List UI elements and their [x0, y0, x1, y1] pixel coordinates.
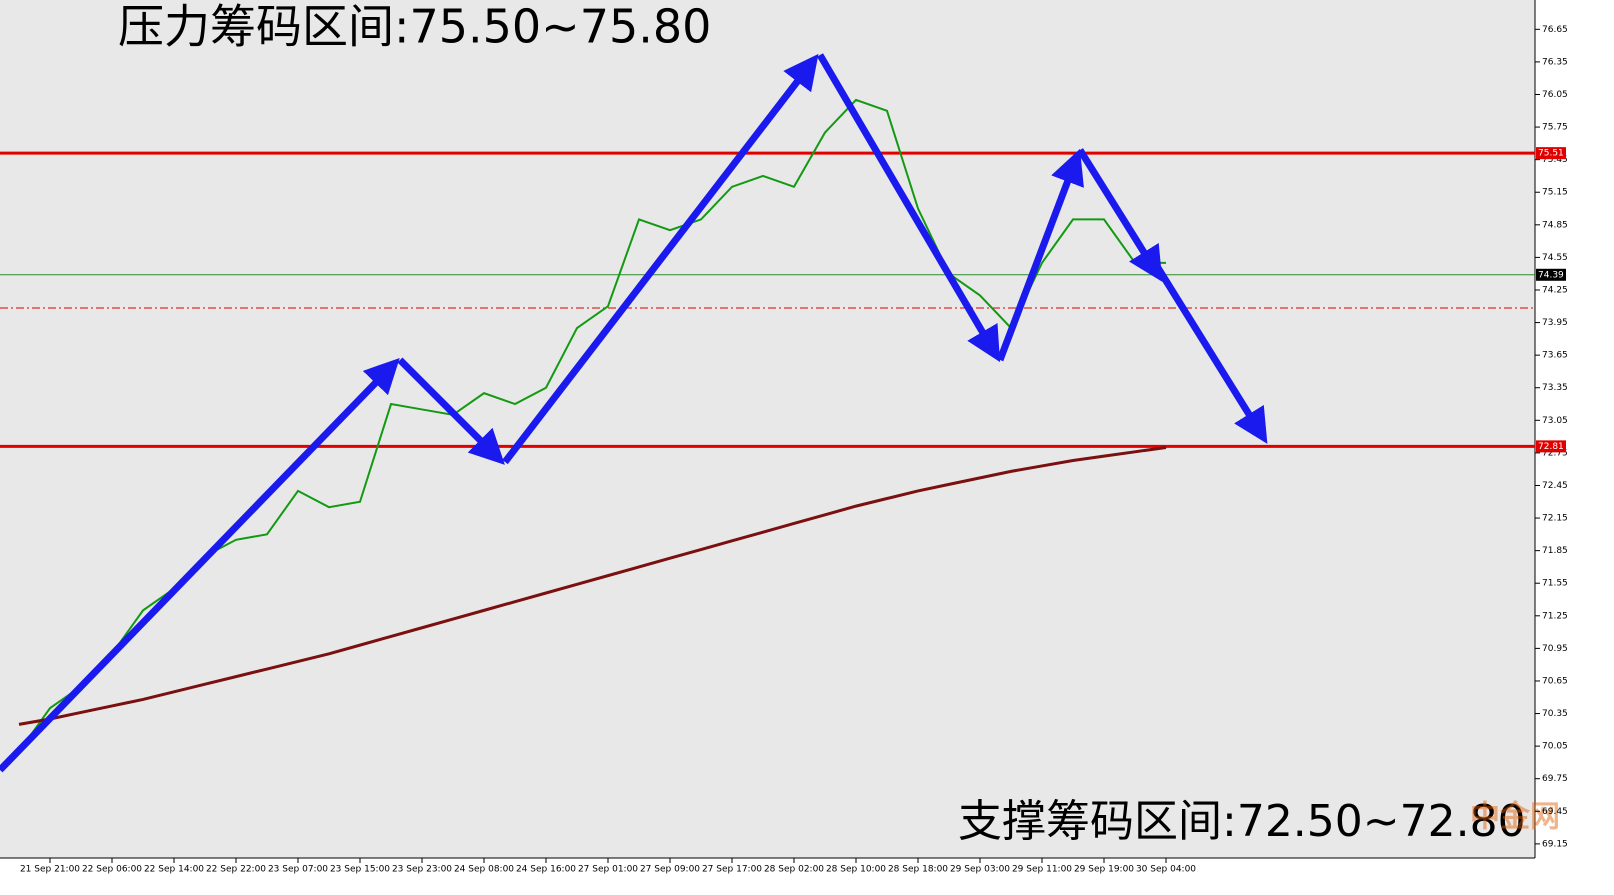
x-tick-label: 23 Sep 23:00	[392, 865, 452, 875]
x-tick-label: 22 Sep 06:00	[82, 865, 142, 875]
y-tick-label: 69.75	[1542, 774, 1568, 784]
time-axis	[0, 858, 1535, 891]
chart-title: 压力筹码区间:75.50~75.80	[118, 0, 711, 54]
x-tick-label: 22 Sep 14:00	[144, 865, 204, 875]
x-tick-label: 30 Sep 04:00	[1136, 865, 1196, 875]
y-tick-label: 76.65	[1542, 25, 1568, 35]
x-tick-label: 24 Sep 08:00	[454, 865, 514, 875]
price-tag: 74.39	[1538, 270, 1564, 280]
x-tick-label: 23 Sep 07:00	[268, 865, 328, 875]
arrow	[1077, 148, 1163, 282]
x-tick-label: 21 Sep 21:00	[20, 865, 80, 875]
y-tick-label: 69.45	[1542, 807, 1568, 817]
arrow	[397, 357, 505, 465]
y-tick-label: 70.95	[1542, 644, 1568, 654]
arrow	[502, 53, 819, 465]
x-tick-label: 28 Sep 02:00	[764, 865, 824, 875]
price-line	[18, 445, 1167, 726]
arrow	[816, 53, 1001, 363]
trend-arrows	[0, 53, 1268, 773]
plot-area	[0, 0, 1535, 858]
y-tick-label: 76.35	[1542, 57, 1568, 67]
x-tick-label: 28 Sep 18:00	[888, 865, 948, 875]
arrow	[996, 148, 1084, 362]
y-tick-label: 76.05	[1542, 90, 1568, 100]
x-tick-label: 23 Sep 15:00	[330, 865, 390, 875]
x-tick-label: 22 Sep 22:00	[206, 865, 266, 875]
y-tick-label: 74.25	[1542, 285, 1568, 295]
x-tick-label: 27 Sep 01:00	[578, 865, 638, 875]
y-tick-label: 73.05	[1542, 416, 1568, 426]
x-tick-label: 29 Sep 11:00	[1012, 865, 1072, 875]
x-tick-label: 27 Sep 09:00	[640, 865, 700, 875]
y-tick-label: 72.75	[1542, 448, 1568, 458]
y-tick-label: 70.65	[1542, 676, 1568, 686]
x-tick-label: 27 Sep 17:00	[702, 865, 762, 875]
price-tag: 75.51	[1538, 149, 1564, 159]
y-tick-label: 74.85	[1542, 220, 1568, 230]
price-tag-bg	[1536, 147, 1566, 160]
y-tick-label: 70.35	[1542, 709, 1568, 719]
x-tick-label: 29 Sep 03:00	[950, 865, 1010, 875]
y-tick-label: 74.55	[1542, 253, 1568, 263]
y-tick-label: 73.95	[1542, 318, 1568, 328]
arrow	[0, 357, 400, 773]
x-tick-label: 24 Sep 16:00	[516, 865, 576, 875]
y-tick-label: 73.65	[1542, 351, 1568, 361]
chart-subtitle: 支撑筹码区间:72.50~72.80	[958, 796, 1526, 847]
y-tick-label: 75.75	[1542, 123, 1568, 133]
y-tick-label: 72.15	[1542, 514, 1568, 524]
price-tag-bg	[1536, 440, 1566, 453]
y-tick-label: 71.85	[1542, 546, 1568, 556]
price-tag-bg	[1536, 268, 1566, 281]
x-tick-label: 28 Sep 10:00	[826, 865, 886, 875]
y-tick-label: 71.55	[1542, 579, 1568, 589]
y-tick-label: 71.25	[1542, 611, 1568, 621]
arrow	[1147, 253, 1268, 444]
y-tick-label: 70.05	[1542, 742, 1568, 752]
y-tick-label: 75.45	[1542, 155, 1568, 165]
price-tag: 72.81	[1538, 442, 1564, 452]
y-tick-label: 75.15	[1542, 188, 1568, 198]
y-tick-label: 72.45	[1542, 481, 1568, 491]
x-tick-label: 29 Sep 19:00	[1074, 865, 1134, 875]
y-tick-label: 73.35	[1542, 383, 1568, 393]
y-tick-label: 69.15	[1542, 839, 1568, 849]
watermark: 中金网	[1470, 800, 1560, 835]
